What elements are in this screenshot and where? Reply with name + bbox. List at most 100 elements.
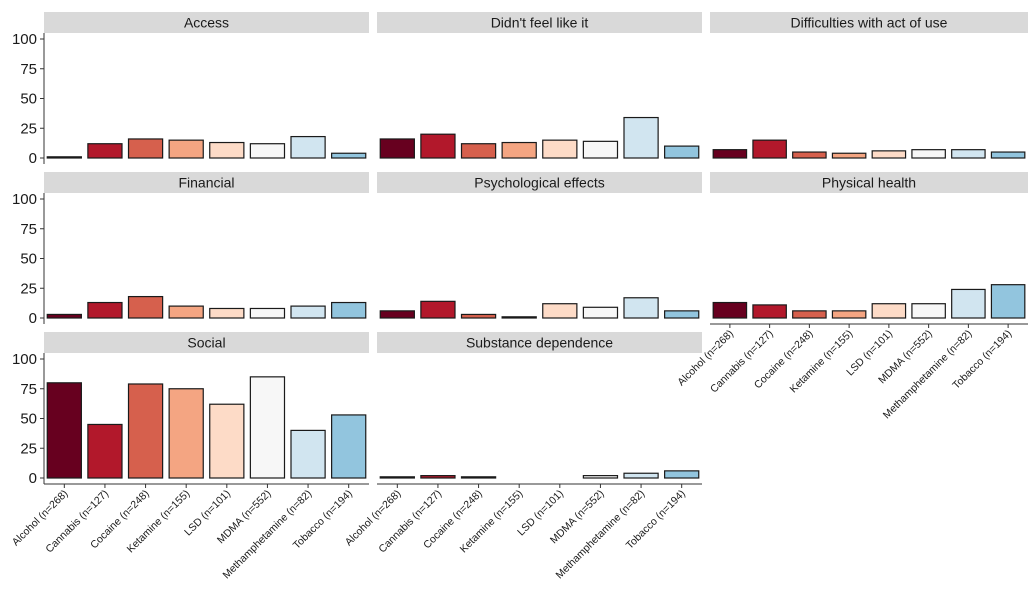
bar-mdma-n-552 bbox=[249, 307, 286, 319]
bar-mdma-n-552 bbox=[582, 306, 619, 319]
y-tick-label: 50 bbox=[20, 251, 37, 268]
bar-lsd-n-101 bbox=[871, 303, 907, 319]
bar-mdma-n-552 bbox=[249, 376, 286, 479]
bar-ketamine-n-155 bbox=[831, 310, 867, 319]
y-tick-label: 25 bbox=[20, 120, 37, 137]
y-tick-label: 50 bbox=[20, 91, 37, 108]
y-tick-label: 75 bbox=[20, 381, 37, 398]
facet-title: Psychological effects bbox=[474, 175, 604, 191]
bar-ketamine-n-155 bbox=[501, 141, 537, 159]
bar-methamphetamine-n-82 bbox=[623, 472, 659, 479]
bar-tobacco-n-194 bbox=[990, 151, 1026, 159]
facet-title: Substance dependence bbox=[466, 335, 613, 351]
bar-methamphetamine-n-82 bbox=[290, 429, 326, 479]
bar-mdma-n-552 bbox=[249, 143, 286, 159]
y-tick-label: 25 bbox=[20, 440, 37, 457]
facet-psychological-effects: Psychological effects bbox=[377, 172, 702, 319]
facet-didn-t-feel-like-it: Didn't feel like it bbox=[377, 12, 702, 159]
bar-tobacco-n-194 bbox=[331, 152, 367, 159]
facet-strip bbox=[44, 172, 369, 193]
facet-title: Financial bbox=[178, 175, 234, 191]
bar-lsd-n-101 bbox=[209, 141, 245, 159]
bar-alcohol-n-268 bbox=[712, 301, 748, 319]
bar-ketamine-n-155 bbox=[831, 152, 867, 159]
bar-tobacco-n-194 bbox=[990, 284, 1026, 319]
bar-methamphetamine-n-82 bbox=[951, 149, 986, 159]
bar-lsd-n-101 bbox=[542, 303, 578, 319]
bar-cocaine-n-248 bbox=[792, 310, 827, 319]
facet-strip bbox=[377, 172, 702, 193]
facet-title: Social bbox=[187, 335, 225, 351]
y-tick-label: 0 bbox=[29, 150, 37, 167]
bar-methamphetamine-n-82 bbox=[290, 135, 326, 159]
bar-alcohol-n-268 bbox=[712, 149, 748, 159]
bar-cocaine-n-248 bbox=[460, 313, 497, 319]
bar-methamphetamine-n-82 bbox=[290, 305, 326, 319]
facet-strip bbox=[44, 12, 369, 33]
bar-alcohol-n-268 bbox=[46, 382, 82, 479]
bar-alcohol-n-268 bbox=[46, 156, 82, 159]
y-tick-label: 75 bbox=[20, 61, 37, 78]
facet-strip bbox=[44, 332, 369, 353]
bar-cannabis-n-127 bbox=[87, 301, 123, 319]
y-tick-label: 50 bbox=[20, 411, 37, 428]
bar-cocaine-n-248 bbox=[792, 151, 827, 159]
bar-alcohol-n-268 bbox=[46, 313, 82, 319]
bar-cannabis-n-127 bbox=[420, 133, 456, 159]
facet-title: Physical health bbox=[822, 175, 916, 191]
bar-alcohol-n-268 bbox=[379, 476, 415, 479]
facet-title: Didn't feel like it bbox=[491, 15, 589, 31]
facet-title: Access bbox=[184, 15, 229, 31]
bar-ketamine-n-155 bbox=[168, 139, 204, 159]
bar-methamphetamine-n-82 bbox=[623, 116, 659, 159]
facet-title: Difficulties with act of use bbox=[791, 15, 948, 31]
bar-tobacco-n-194 bbox=[331, 414, 367, 479]
facet-strip bbox=[710, 172, 1028, 193]
y-tick-label: 100 bbox=[12, 191, 37, 208]
bar-ketamine-n-155 bbox=[168, 305, 204, 319]
y-tick-label: 25 bbox=[20, 280, 37, 297]
bar-cocaine-n-248 bbox=[127, 383, 164, 479]
bar-methamphetamine-n-82 bbox=[951, 288, 986, 319]
bar-cannabis-n-127 bbox=[752, 304, 787, 319]
facet-difficulties-with-act-of-use: Difficulties with act of use bbox=[710, 12, 1028, 159]
bar-tobacco-n-194 bbox=[664, 145, 700, 159]
y-tick-label: 100 bbox=[12, 351, 37, 368]
y-tick-label: 0 bbox=[29, 310, 37, 327]
bar-tobacco-n-194 bbox=[664, 470, 700, 479]
bar-cannabis-n-127 bbox=[87, 143, 123, 159]
bar-lsd-n-101 bbox=[542, 139, 578, 159]
bar-mdma-n-552 bbox=[911, 303, 946, 319]
bar-ketamine-n-155 bbox=[168, 388, 204, 479]
facet-strip bbox=[377, 332, 702, 353]
bar-cocaine-n-248 bbox=[460, 143, 497, 159]
bar-mdma-n-552 bbox=[911, 149, 946, 159]
facet-strip bbox=[710, 12, 1028, 33]
facet-strip bbox=[377, 12, 702, 33]
bar-mdma-n-552 bbox=[582, 140, 619, 159]
bar-cannabis-n-127 bbox=[752, 139, 787, 159]
facet-access: Access 0 25 50 75 100 bbox=[12, 12, 369, 167]
y-tick-label: 75 bbox=[20, 221, 37, 238]
bar-cocaine-n-248 bbox=[127, 138, 164, 159]
bar-methamphetamine-n-82 bbox=[623, 297, 659, 319]
bar-cocaine-n-248 bbox=[127, 295, 164, 319]
bar-tobacco-n-194 bbox=[664, 310, 700, 319]
facet-financial: Financial 0 25 50 75 100 bbox=[12, 172, 369, 327]
bar-alcohol-n-268 bbox=[379, 310, 415, 319]
bar-cannabis-n-127 bbox=[420, 300, 456, 319]
bar-alcohol-n-268 bbox=[379, 138, 415, 159]
bar-lsd-n-101 bbox=[209, 307, 245, 319]
bar-lsd-n-101 bbox=[871, 150, 907, 159]
bar-tobacco-n-194 bbox=[331, 301, 367, 319]
bar-cannabis-n-127 bbox=[87, 423, 123, 479]
y-tick-label: 100 bbox=[12, 31, 37, 48]
y-tick-label: 0 bbox=[29, 470, 37, 487]
bar-lsd-n-101 bbox=[209, 403, 245, 479]
bar-ketamine-n-155 bbox=[501, 316, 537, 319]
bar-cocaine-n-248 bbox=[460, 476, 497, 479]
